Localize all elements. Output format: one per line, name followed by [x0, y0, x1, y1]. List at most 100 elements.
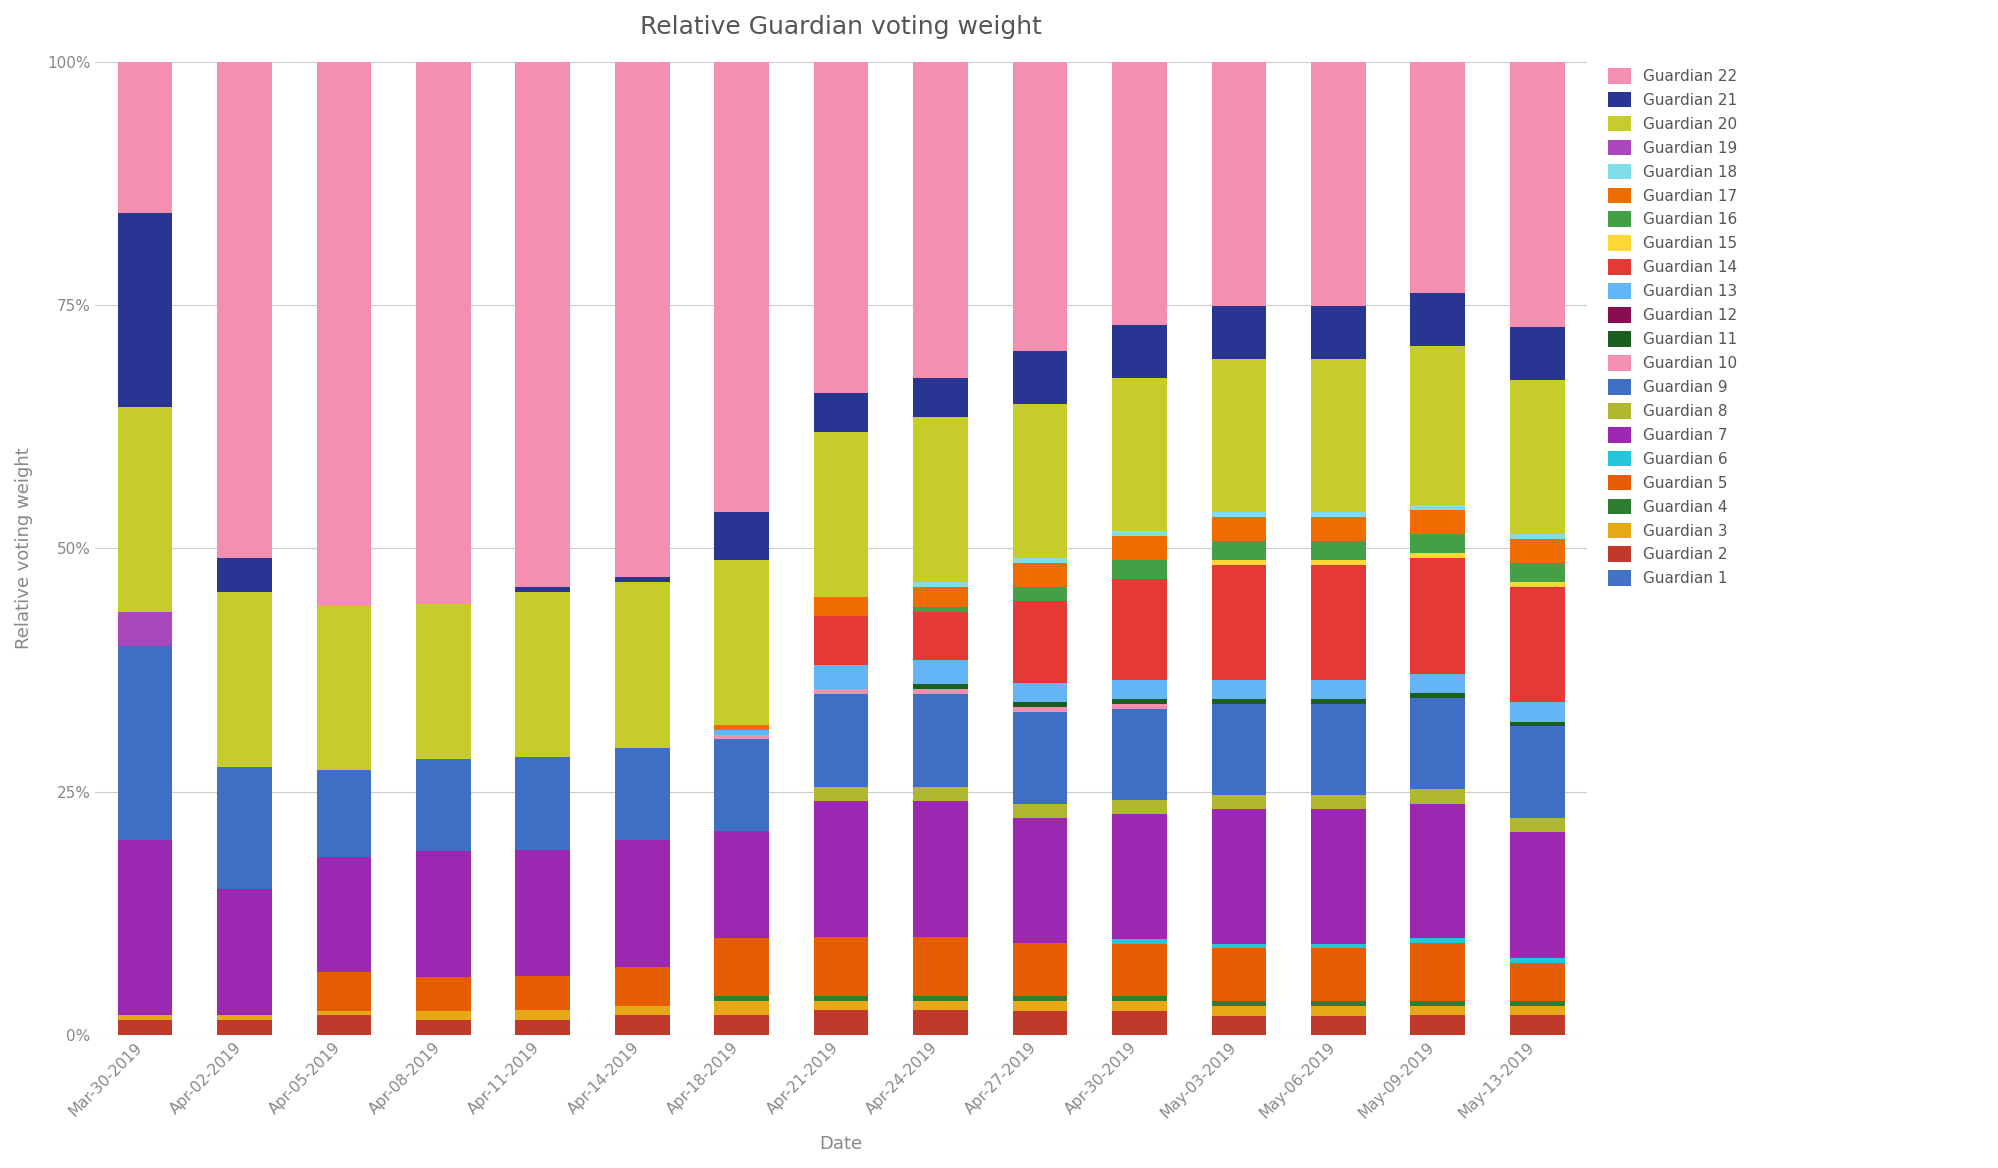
Bar	[1508, 582, 1564, 586]
Bar	[1211, 680, 1265, 700]
Bar	[913, 996, 967, 1001]
Bar	[913, 694, 967, 786]
Bar	[1013, 818, 1067, 944]
Bar	[218, 767, 272, 889]
Bar	[218, 592, 272, 767]
Bar	[913, 660, 967, 684]
Bar	[1311, 944, 1365, 948]
Bar	[1311, 1016, 1365, 1035]
Bar	[1411, 938, 1465, 944]
Bar	[913, 801, 967, 938]
Bar	[1111, 700, 1167, 704]
Bar	[1013, 944, 1067, 996]
Bar	[316, 1015, 372, 1035]
Bar	[1013, 558, 1067, 563]
Bar	[813, 938, 867, 996]
Bar	[1111, 1010, 1167, 1035]
Bar	[1508, 726, 1564, 818]
Bar	[1211, 513, 1265, 517]
Bar	[316, 606, 372, 770]
Bar	[316, 856, 372, 972]
Bar	[515, 1010, 569, 1020]
Bar	[615, 748, 669, 840]
Bar	[1211, 565, 1265, 680]
Bar	[1411, 674, 1465, 693]
Bar	[1111, 62, 1167, 326]
Bar	[913, 1001, 967, 1010]
Bar	[1411, 509, 1465, 534]
Bar	[1411, 693, 1465, 697]
Bar	[1508, 534, 1564, 538]
Bar	[1111, 536, 1167, 561]
Bar	[118, 1020, 172, 1035]
Bar	[1411, 1006, 1465, 1015]
Bar	[416, 759, 470, 850]
Bar	[1411, 790, 1465, 804]
Bar	[1311, 795, 1365, 809]
Bar	[1111, 531, 1167, 536]
Bar	[913, 417, 967, 583]
Bar	[1508, 380, 1564, 534]
Bar	[416, 1020, 470, 1035]
Bar	[1411, 293, 1465, 346]
Bar	[1411, 558, 1465, 674]
Bar	[316, 972, 372, 1010]
Bar	[913, 612, 967, 660]
Bar	[813, 62, 867, 392]
Bar	[1211, 359, 1265, 513]
Bar	[713, 730, 769, 735]
Bar	[1111, 814, 1167, 939]
Bar	[1508, 1006, 1564, 1015]
Bar	[1013, 712, 1067, 804]
Bar	[316, 62, 372, 606]
Bar	[913, 684, 967, 689]
Bar	[813, 689, 867, 694]
Bar	[1211, 1016, 1265, 1035]
Bar	[913, 62, 967, 378]
Bar	[913, 583, 967, 588]
Bar	[1411, 804, 1465, 938]
Bar	[1111, 709, 1167, 800]
Bar	[615, 1006, 669, 1015]
Bar	[416, 1010, 470, 1020]
Bar	[118, 213, 172, 408]
Bar	[118, 62, 172, 213]
Bar	[118, 840, 172, 1015]
Bar	[1211, 517, 1265, 541]
Bar	[813, 1010, 867, 1035]
Bar	[1311, 565, 1365, 680]
Bar	[316, 770, 372, 856]
Bar	[813, 801, 867, 938]
Bar	[218, 62, 272, 558]
Bar	[615, 1015, 669, 1035]
Bar	[615, 840, 669, 967]
Bar	[1013, 350, 1067, 404]
Bar	[416, 976, 470, 1010]
Bar	[813, 597, 867, 617]
Bar	[1411, 505, 1465, 509]
Bar	[1211, 1001, 1265, 1006]
Bar	[713, 1001, 769, 1015]
Bar	[1111, 326, 1167, 378]
Y-axis label: Relative voting weight: Relative voting weight	[16, 447, 34, 649]
Bar	[615, 583, 669, 748]
Bar	[1508, 958, 1564, 962]
Bar	[813, 786, 867, 801]
X-axis label: Date: Date	[819, 1135, 863, 1153]
Bar	[1411, 534, 1465, 554]
Title: Relative Guardian voting weight: Relative Guardian voting weight	[639, 15, 1041, 39]
Bar	[1411, 1001, 1465, 1006]
Bar	[1508, 563, 1564, 582]
Bar	[1508, 1001, 1564, 1006]
Bar	[316, 1010, 372, 1015]
Bar	[1111, 944, 1167, 996]
Bar	[615, 62, 669, 577]
Bar	[1013, 996, 1067, 1001]
Legend: Guardian 22, Guardian 21, Guardian 20, Guardian 19, Guardian 18, Guardian 17, Gu: Guardian 22, Guardian 21, Guardian 20, G…	[1600, 62, 1742, 592]
Bar	[1311, 680, 1365, 700]
Bar	[1013, 707, 1067, 712]
Bar	[218, 558, 272, 592]
Bar	[515, 850, 569, 976]
Bar	[1411, 1015, 1465, 1035]
Bar	[813, 431, 867, 597]
